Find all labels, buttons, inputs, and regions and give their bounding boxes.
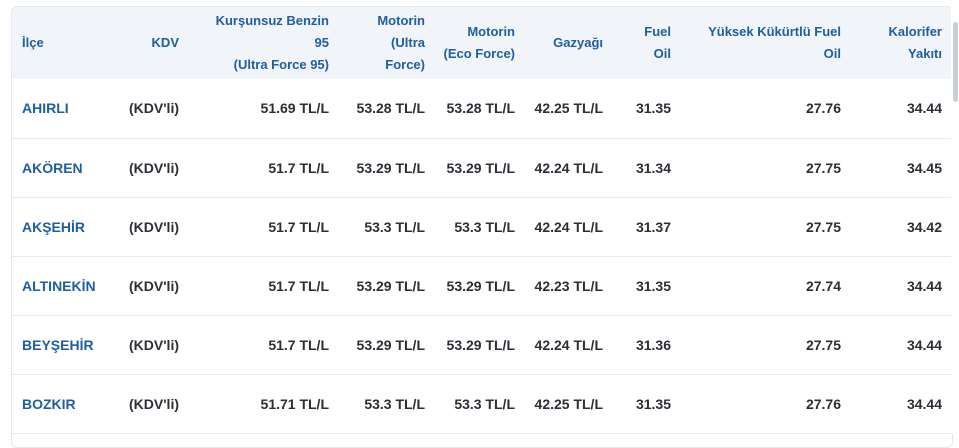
cell-fuel-oil: 31.36 [635, 336, 671, 353]
cell-kdv: (KDV'li) [129, 336, 179, 353]
cell-motorin-ultra: 53.28 TL/L [356, 100, 425, 117]
cell-motorin-ultra: 53.29 TL/L [356, 336, 425, 353]
column-header-fuel-oil[interactable]: Fuel Oil [644, 24, 671, 61]
cell-yuksek-kukurtlu-fuel-oil: 27.75 [805, 336, 841, 353]
table-row: BEYŞEHİR (KDV'li) 51.7 TL/L 53.29 TL/L 53.29… [12, 315, 952, 374]
cell-benzin: 51.69 TL/L [260, 100, 329, 117]
cell-motorin-ultra: 53.29 TL/L [356, 277, 425, 294]
cell-kalorifer-yakiti: 34.42 [906, 218, 942, 235]
column-header-kdv[interactable]: KDV [151, 35, 179, 50]
fuel-price-table-container: İlçe KDV Kurşunsuz Benzin 95 (Ultra Forc… [11, 6, 953, 448]
district-link[interactable]: BOZKIR [22, 395, 76, 412]
cell-fuel-oil: 31.35 [635, 277, 671, 294]
district-link[interactable]: AKÖREN [22, 159, 83, 176]
cell-kdv: (KDV'li) [129, 218, 179, 235]
cell-kdv: (KDV'li) [129, 395, 179, 412]
cell-ilce: BOZKIR [12, 374, 112, 433]
column-header-motorin-ultra[interactable]: Motorin (Ultra Force) [377, 13, 425, 72]
cell-kdv: (KDV'li) [129, 277, 179, 294]
cell-gazyagi: 42.23 TL/L [534, 277, 603, 294]
cell-gazyagi: 42.25 TL/L [534, 395, 603, 412]
header-row: İlçe KDV Kurşunsuz Benzin 95 (Ultra Forc… [12, 7, 952, 79]
cell-ilce: AHIRLI [12, 79, 112, 138]
cell-motorin-eco: 53.28 TL/L [446, 100, 515, 117]
table-body: AHIRLI (KDV'li) 51.69 TL/L 53.28 TL/L 53.28 … [12, 79, 952, 433]
cell-gazyagi: 42.24 TL/L [534, 159, 603, 176]
cell-ilce: ALTINEKİN [12, 256, 112, 315]
table-row: AKÖREN (KDV'li) 51.7 TL/L 53.29 TL/L 53.29 T… [12, 138, 952, 197]
cell-benzin: 51.71 TL/L [260, 395, 329, 412]
district-link[interactable]: AHIRLI [22, 100, 69, 117]
cell-fuel-oil: 31.35 [635, 395, 671, 412]
column-header-motorin-eco[interactable]: Motorin (Eco Force) [443, 24, 515, 61]
cell-motorin-eco: 53.29 TL/L [446, 277, 515, 294]
table-row: AKŞEHİR (KDV'li) 51.7 TL/L 53.3 TL/L 53.3 TL… [12, 197, 952, 256]
cell-gazyagi: 42.25 TL/L [534, 100, 603, 117]
cell-motorin-eco: 53.3 TL/L [454, 395, 515, 412]
column-header-kalorifer-yakiti[interactable]: Kalorifer Yakıtı [888, 24, 942, 61]
table-row: BOZKIR (KDV'li) 51.71 TL/L 53.3 TL/L 53.3 TL… [12, 374, 952, 433]
cell-kalorifer-yakiti: 34.44 [906, 100, 942, 117]
cell-ilce: AKÖREN [12, 138, 112, 197]
cell-benzin: 51.7 TL/L [268, 336, 329, 353]
district-link[interactable]: BEYŞEHİR [22, 336, 94, 353]
cell-ilce: AKŞEHİR [12, 197, 112, 256]
cell-motorin-ultra: 53.3 TL/L [364, 218, 425, 235]
district-link[interactable]: AKŞEHİR [22, 218, 86, 235]
cell-motorin-eco: 53.29 TL/L [446, 159, 515, 176]
cell-benzin: 51.7 TL/L [268, 159, 329, 176]
cell-yuksek-kukurtlu-fuel-oil: 27.75 [805, 218, 841, 235]
cell-motorin-eco: 53.29 TL/L [446, 336, 515, 353]
cell-benzin: 51.7 TL/L [268, 277, 329, 294]
cell-motorin-eco: 53.3 TL/L [454, 218, 515, 235]
cell-yuksek-kukurtlu-fuel-oil: 27.76 [805, 100, 841, 117]
cell-kalorifer-yakiti: 34.44 [906, 395, 942, 412]
district-link[interactable]: ALTINEKİN [22, 277, 96, 294]
column-header-yuksek-kukurtlu-fuel-oil[interactable]: Yüksek Kükürtlü Fuel Oil [708, 24, 841, 61]
cell-gazyagi: 42.24 TL/L [534, 218, 603, 235]
cell-gazyagi: 42.24 TL/L [534, 336, 603, 353]
scrollbar-track[interactable] [951, 0, 959, 434]
fuel-price-table: İlçe KDV Kurşunsuz Benzin 95 (Ultra Forc… [12, 7, 952, 434]
cell-kdv: (KDV'li) [129, 100, 179, 117]
cell-ilce: BEYŞEHİR [12, 315, 112, 374]
cell-fuel-oil: 31.35 [635, 100, 671, 117]
cell-fuel-oil: 31.37 [635, 218, 671, 235]
cell-kalorifer-yakiti: 34.45 [906, 159, 942, 176]
column-header-ilce[interactable]: İlçe [22, 35, 44, 50]
cell-yuksek-kukurtlu-fuel-oil: 27.74 [805, 277, 841, 294]
cell-yuksek-kukurtlu-fuel-oil: 27.76 [805, 395, 841, 412]
column-header-gazyagi[interactable]: Gazyağı [553, 35, 603, 50]
cell-motorin-ultra: 53.3 TL/L [364, 395, 425, 412]
cell-motorin-ultra: 53.29 TL/L [356, 159, 425, 176]
cell-fuel-oil: 31.34 [635, 159, 671, 176]
cell-benzin: 51.7 TL/L [268, 218, 329, 235]
table-row: AHIRLI (KDV'li) 51.69 TL/L 53.28 TL/L 53.28 … [12, 79, 952, 138]
cell-kalorifer-yakiti: 34.44 [906, 336, 942, 353]
cell-kdv: (KDV'li) [129, 159, 179, 176]
table-row: ALTINEKİN (KDV'li) 51.7 TL/L 53.29 TL/L 53.2… [12, 256, 952, 315]
scrollbar-thumb[interactable] [953, 22, 958, 102]
cell-kalorifer-yakiti: 34.44 [906, 277, 942, 294]
cell-yuksek-kukurtlu-fuel-oil: 27.75 [805, 159, 841, 176]
table-header: İlçe KDV Kurşunsuz Benzin 95 (Ultra Forc… [12, 7, 952, 79]
column-header-benzin[interactable]: Kurşunsuz Benzin 95 (Ultra Force 95) [215, 13, 329, 72]
